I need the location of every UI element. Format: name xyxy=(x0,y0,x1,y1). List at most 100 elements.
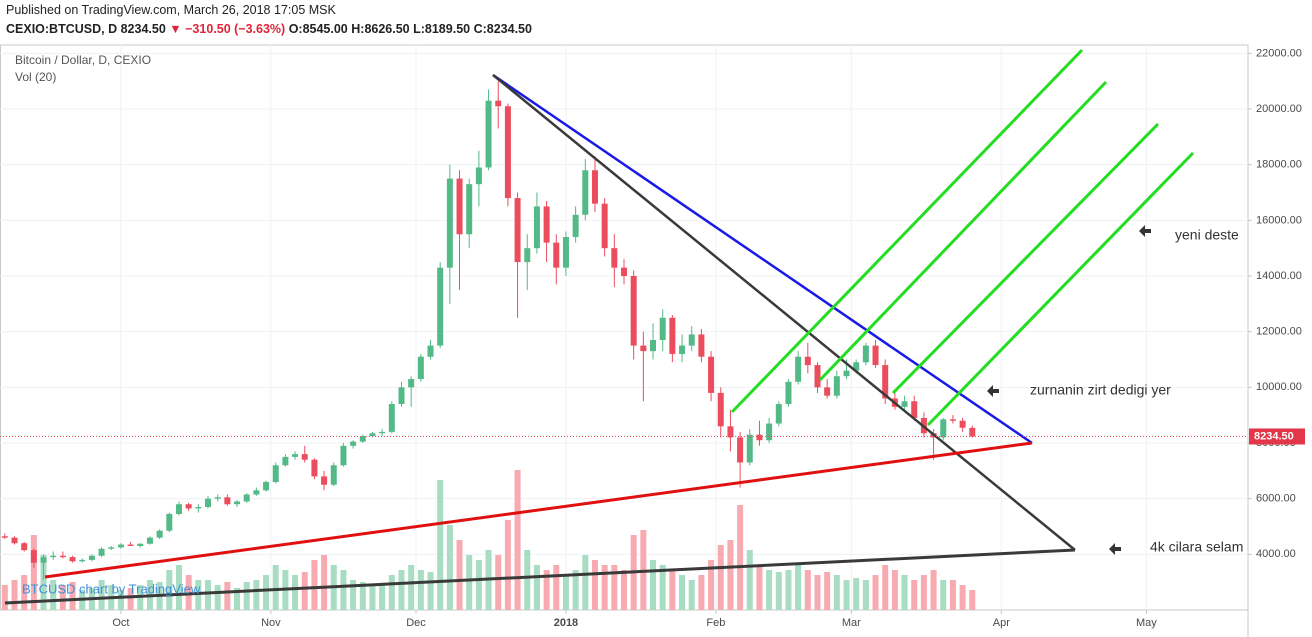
candle-body xyxy=(533,206,540,249)
y-tick-label: 4000.00 xyxy=(1256,548,1296,560)
candle-body xyxy=(843,370,850,377)
volume-bar xyxy=(882,565,889,610)
candle-body xyxy=(737,437,744,463)
volume-bar xyxy=(891,570,898,610)
candle-body xyxy=(882,365,889,399)
candle-body xyxy=(543,206,550,243)
volume-bar xyxy=(901,575,908,610)
candle-body xyxy=(611,248,618,268)
candle-body xyxy=(708,356,715,393)
trend-line xyxy=(4,548,1076,605)
symbol: CEXIO:BTCUSD, D xyxy=(6,22,118,36)
candle-body xyxy=(146,537,153,544)
volume-bar xyxy=(437,480,444,610)
legend-title: Bitcoin / Dollar, D, CEXIO xyxy=(15,53,151,67)
candle-body xyxy=(166,513,173,531)
volume-bar xyxy=(698,575,705,610)
candle-body xyxy=(949,419,956,421)
arrow xyxy=(1139,225,1151,237)
candle-body xyxy=(582,170,589,215)
y-tick-label: 6000.00 xyxy=(1256,493,1296,505)
candle-body xyxy=(117,544,124,548)
volume-bar xyxy=(543,570,550,610)
trend-line xyxy=(492,73,1033,445)
volume-bar xyxy=(98,580,105,610)
candle-body xyxy=(243,494,250,502)
volume-bar xyxy=(814,575,821,610)
candle-body xyxy=(427,345,434,357)
arrow xyxy=(1109,543,1121,555)
candle-body xyxy=(659,317,666,341)
candle-body xyxy=(21,543,28,551)
candle-body xyxy=(301,454,308,460)
channel-line xyxy=(730,48,1084,414)
candle-body xyxy=(282,456,289,466)
candle-body xyxy=(495,100,502,107)
grid xyxy=(0,45,1248,610)
candle-body xyxy=(330,465,337,485)
annotation: yeni deste xyxy=(1175,227,1239,243)
candle-body xyxy=(562,237,569,268)
candle-body xyxy=(901,401,908,407)
volume-bar xyxy=(688,580,695,610)
candle-body xyxy=(417,356,424,379)
candle-body xyxy=(969,427,976,437)
x-tick-label: Oct xyxy=(112,617,129,629)
volume-bar xyxy=(369,585,376,610)
drawings xyxy=(4,48,1195,605)
candle-body xyxy=(311,459,318,477)
volume-bar xyxy=(253,580,260,610)
candle-layer xyxy=(1,81,976,580)
x-tick-label: Dec xyxy=(406,617,426,629)
ohlc: H:8626.50 xyxy=(351,22,410,36)
arrow xyxy=(987,385,999,397)
volume-bar xyxy=(756,565,763,610)
y-tick-label: 16000.00 xyxy=(1256,214,1302,226)
volume-bar xyxy=(1,585,8,610)
trend-line xyxy=(44,441,1033,579)
volume-bar xyxy=(804,570,811,610)
volume-bar xyxy=(272,565,279,610)
chart: yeni deste zurnanin zirt dedigi yer 4k c… xyxy=(0,44,1305,637)
candle-body xyxy=(408,378,415,388)
volume-bar xyxy=(562,575,569,610)
candle-body xyxy=(746,434,753,463)
candle-body xyxy=(591,170,598,204)
x-tick-label: Feb xyxy=(706,617,725,629)
channel-line xyxy=(818,80,1108,382)
volume-bar xyxy=(456,540,463,610)
candle-body xyxy=(814,365,821,388)
volume-bar xyxy=(533,565,540,610)
candle-body xyxy=(553,242,560,268)
candle-body xyxy=(727,426,734,438)
candle-body xyxy=(959,420,966,428)
volume-bar xyxy=(795,565,802,610)
candle-body xyxy=(379,431,386,434)
candle-body xyxy=(766,423,773,441)
candle-body xyxy=(359,436,366,442)
candle-body xyxy=(50,555,57,558)
candle-body xyxy=(340,445,347,466)
x-tick-label: Apr xyxy=(993,617,1010,629)
volume-bar xyxy=(746,550,753,610)
published-note: Published on TradingView.com, March 26, … xyxy=(6,3,336,17)
volume-bar xyxy=(930,570,937,610)
volume-bar xyxy=(21,575,28,610)
change: ▼ −310.50 (−3.63%) xyxy=(169,22,286,36)
volume-bar xyxy=(243,582,250,610)
candle-body xyxy=(756,434,763,441)
candle-body xyxy=(30,550,37,563)
volume-bar xyxy=(775,572,782,610)
volume-bar xyxy=(843,580,850,610)
volume-bar xyxy=(911,580,918,610)
candle-body xyxy=(195,507,202,509)
volume-bar xyxy=(417,570,424,610)
volume-layer xyxy=(1,470,976,610)
candle-body xyxy=(679,345,686,354)
candle-body xyxy=(485,100,492,168)
symbol-header: CEXIO:BTCUSD, D 8234.50 ▼ −310.50 (−3.63… xyxy=(6,22,532,36)
volume-bar xyxy=(514,470,521,610)
candle-body xyxy=(630,276,637,346)
volume-bar xyxy=(224,582,231,610)
